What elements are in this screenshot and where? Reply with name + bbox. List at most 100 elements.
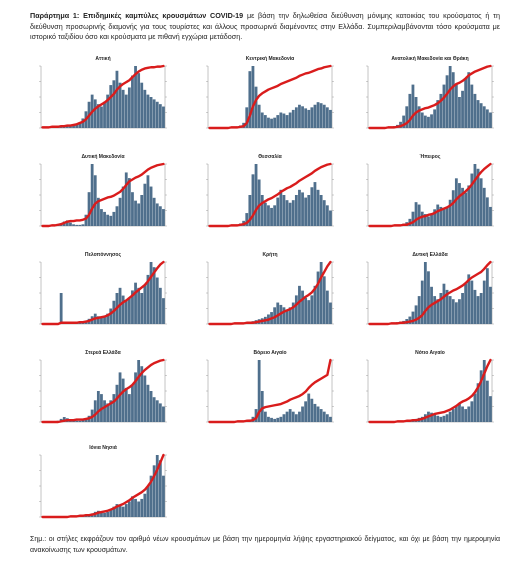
epidemic-curve-panel: Στερεά Ελλάδα xyxy=(27,350,179,436)
case-bar xyxy=(152,465,156,517)
case-bar xyxy=(134,372,137,422)
case-bar xyxy=(134,66,137,128)
case-bar xyxy=(273,117,277,128)
case-bar xyxy=(260,195,264,226)
case-bar xyxy=(78,224,82,226)
panel-plot xyxy=(206,358,334,424)
panel-title: Ιόνια Νησιά xyxy=(89,445,117,451)
case-bar xyxy=(254,409,258,422)
case-bar xyxy=(106,313,110,324)
case-bar xyxy=(461,293,464,324)
case-bar xyxy=(448,66,452,128)
case-bar xyxy=(288,112,292,128)
case-bar xyxy=(140,82,144,128)
case-bar xyxy=(411,311,415,324)
case-bar xyxy=(248,195,252,226)
case-bar xyxy=(436,100,440,128)
case-bar xyxy=(143,89,147,128)
case-bar xyxy=(316,271,320,324)
case-bar xyxy=(257,360,261,422)
case-bar xyxy=(103,211,106,226)
case-bar xyxy=(270,417,273,422)
case-bar xyxy=(485,380,489,422)
panel-plot xyxy=(39,358,167,424)
case-bar xyxy=(158,403,162,422)
case-bar xyxy=(436,204,440,226)
case-bar xyxy=(405,106,409,128)
case-bar xyxy=(310,398,314,422)
case-bar xyxy=(430,114,433,128)
panel-plot xyxy=(39,453,167,519)
case-bar xyxy=(149,262,153,324)
case-bar xyxy=(301,192,304,226)
case-bar xyxy=(423,115,427,128)
case-bar xyxy=(458,97,461,128)
case-bar xyxy=(467,185,471,226)
case-bar xyxy=(109,509,113,517)
case-bar xyxy=(467,274,471,324)
case-bar xyxy=(115,504,119,517)
case-bar xyxy=(329,210,332,226)
case-bar xyxy=(87,192,91,226)
case-bar xyxy=(78,420,82,422)
case-bar xyxy=(307,109,311,128)
case-bar xyxy=(458,403,461,422)
case-bar xyxy=(476,168,480,226)
case-bar xyxy=(448,296,452,324)
header-bold-text: Επιδημικές καμπύλες κρουσμάτων COVID-19 xyxy=(83,11,244,20)
panel-plot xyxy=(39,64,167,129)
case-bar xyxy=(100,209,103,226)
case-bar xyxy=(140,498,144,517)
case-bar xyxy=(263,115,267,128)
cumulative-line xyxy=(41,358,165,424)
case-bar xyxy=(433,414,437,422)
case-bar xyxy=(476,383,480,422)
case-bar xyxy=(433,209,437,226)
case-bar xyxy=(310,107,314,128)
case-bar xyxy=(146,94,150,128)
panel-title: Πελοπόννησος xyxy=(84,252,122,258)
case-bar xyxy=(267,416,270,422)
case-bar xyxy=(143,183,147,226)
case-bar xyxy=(155,277,159,324)
case-bar xyxy=(81,118,85,128)
case-bar xyxy=(118,197,122,226)
panel-plot xyxy=(366,260,494,326)
case-bar xyxy=(294,195,298,226)
panel-title: Αττική xyxy=(95,56,111,62)
case-bar xyxy=(127,394,131,422)
panel-title: Βόρειο Αιγαίο xyxy=(253,350,287,356)
case-bar xyxy=(276,302,280,324)
case-bar xyxy=(467,72,471,128)
case-bar xyxy=(93,99,97,128)
case-bar xyxy=(319,409,323,422)
case-bar xyxy=(127,501,131,517)
case-bar xyxy=(69,222,72,226)
case-bar xyxy=(158,104,162,128)
case-bar xyxy=(152,397,156,422)
case-bar xyxy=(298,189,301,226)
case-bar xyxy=(408,316,412,324)
case-bar xyxy=(251,66,255,128)
case-bar xyxy=(310,187,314,226)
case-bar xyxy=(273,205,277,226)
case-bar xyxy=(65,126,69,128)
case-bar xyxy=(325,414,329,422)
epidemic-curve-panel: Δυτική Μακεδονία xyxy=(27,154,179,240)
case-bar xyxy=(322,411,326,422)
panel-plot xyxy=(366,358,494,424)
case-bar xyxy=(270,207,273,226)
panel-plot xyxy=(206,64,334,130)
cumulative-line xyxy=(208,358,332,424)
case-bar xyxy=(473,393,477,422)
case-bar xyxy=(316,102,320,128)
case-bar xyxy=(75,224,79,226)
case-bar xyxy=(470,280,474,324)
epidemic-curve-panel: Κρήτη xyxy=(194,252,346,338)
case-bar xyxy=(112,506,116,517)
case-bar xyxy=(464,78,468,128)
header-paragraph: Παράρτημα 1: Επιδημικές καμπύλες κρουσμά… xyxy=(30,11,500,43)
case-bar xyxy=(96,391,100,422)
case-bar xyxy=(467,406,471,422)
case-bar xyxy=(146,274,150,324)
